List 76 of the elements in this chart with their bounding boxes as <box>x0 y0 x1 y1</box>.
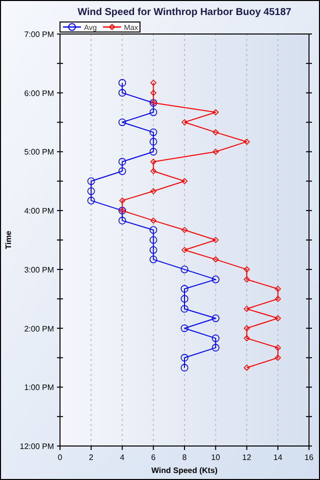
point <box>182 178 188 184</box>
point <box>274 315 281 322</box>
point <box>150 256 158 264</box>
x-tick-label: 14 <box>273 453 283 462</box>
point <box>150 226 158 234</box>
x-tick-label: 4 <box>120 453 126 462</box>
point <box>212 148 219 155</box>
point <box>118 79 126 87</box>
y-tick-label: 12:00 PM <box>20 442 54 451</box>
point <box>118 89 126 97</box>
point <box>87 187 95 195</box>
x-tick-label: 6 <box>151 453 156 462</box>
point <box>150 138 158 146</box>
point <box>150 148 158 156</box>
point <box>212 276 220 284</box>
y-tick-label: 5:00 PM <box>24 148 54 157</box>
point <box>150 168 156 174</box>
y-tick-label: 4:00 PM <box>24 206 54 216</box>
point <box>119 198 126 204</box>
point <box>274 354 281 361</box>
y-tick-label: 7:00 PM <box>24 30 54 39</box>
y-tick-label: 6:00 PM <box>24 88 54 98</box>
point <box>150 236 158 244</box>
point <box>212 237 219 243</box>
point <box>118 167 126 175</box>
x-tick-label: 10 <box>211 453 221 462</box>
x-tick-label: 12 <box>242 453 252 462</box>
point <box>244 306 250 312</box>
point <box>180 295 188 303</box>
point <box>212 129 219 136</box>
point <box>212 256 219 262</box>
point <box>150 80 156 86</box>
point <box>244 335 250 342</box>
point <box>244 276 250 282</box>
point <box>180 305 188 313</box>
point <box>182 226 188 233</box>
point <box>87 196 95 204</box>
point <box>150 90 156 96</box>
point <box>180 354 188 362</box>
point <box>182 247 188 254</box>
y-tick-label: 3:00 PM <box>24 265 54 274</box>
point <box>244 138 250 145</box>
point <box>150 128 158 136</box>
y-axis-title: Time <box>4 230 13 250</box>
y-tick-label: 1:00 PM <box>24 383 54 392</box>
point <box>87 177 95 185</box>
point <box>180 324 188 332</box>
point <box>244 325 250 332</box>
point <box>150 108 158 116</box>
x-tick-label: 16 <box>304 453 314 462</box>
point <box>150 158 156 165</box>
point <box>118 216 126 224</box>
point <box>244 266 250 272</box>
point <box>274 286 281 292</box>
x-tick-label: 2 <box>88 453 94 462</box>
point <box>244 364 250 371</box>
point <box>150 246 158 254</box>
point <box>150 188 156 194</box>
chart-title: Wind Speed for Winthrop Harbor Buoy 45187 <box>78 7 292 18</box>
point <box>118 118 126 126</box>
point <box>212 314 220 322</box>
point <box>182 119 188 126</box>
point <box>274 296 281 302</box>
point <box>180 266 188 274</box>
x-tick-label: 0 <box>58 453 63 462</box>
point <box>118 158 126 166</box>
x-tick-label: 8 <box>182 453 188 462</box>
point <box>274 344 281 351</box>
x-axis-title: Wind Speed (Kts) <box>151 466 218 475</box>
point <box>212 344 220 352</box>
point <box>180 364 188 372</box>
point <box>150 218 156 224</box>
point <box>180 285 188 293</box>
y-tick-label: 2:00 PM <box>24 324 54 334</box>
point <box>212 109 219 116</box>
point <box>212 334 220 342</box>
